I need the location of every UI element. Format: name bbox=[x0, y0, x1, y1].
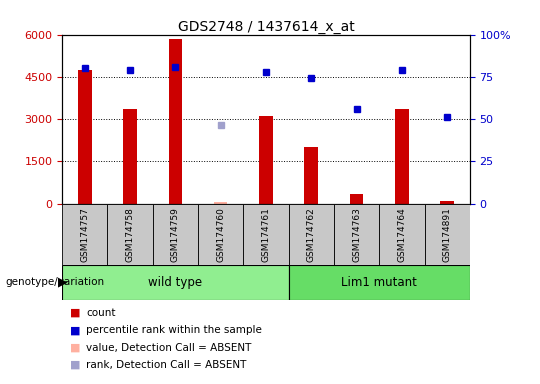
Text: ▶: ▶ bbox=[58, 276, 68, 289]
Bar bbox=[334, 204, 379, 265]
Bar bbox=[168, 39, 182, 204]
Bar bbox=[305, 147, 318, 204]
Bar bbox=[259, 116, 273, 204]
Bar bbox=[395, 109, 409, 204]
Bar bbox=[62, 204, 107, 265]
Text: GSM174762: GSM174762 bbox=[307, 207, 316, 262]
Text: Lim1 mutant: Lim1 mutant bbox=[341, 276, 417, 289]
Text: wild type: wild type bbox=[148, 276, 202, 289]
Text: GSM174891: GSM174891 bbox=[443, 207, 451, 262]
Text: ■: ■ bbox=[70, 308, 80, 318]
Bar bbox=[424, 204, 470, 265]
Text: GSM174764: GSM174764 bbox=[397, 207, 406, 262]
Bar bbox=[214, 202, 227, 204]
Text: ■: ■ bbox=[70, 343, 80, 353]
Bar bbox=[78, 70, 92, 204]
Text: ■: ■ bbox=[70, 325, 80, 335]
Bar bbox=[288, 265, 470, 300]
Title: GDS2748 / 1437614_x_at: GDS2748 / 1437614_x_at bbox=[178, 20, 354, 33]
Bar bbox=[107, 204, 153, 265]
Text: GSM174759: GSM174759 bbox=[171, 207, 180, 262]
Text: GSM174757: GSM174757 bbox=[80, 207, 89, 262]
Text: rank, Detection Call = ABSENT: rank, Detection Call = ABSENT bbox=[86, 360, 247, 370]
Bar bbox=[62, 265, 288, 300]
Bar bbox=[288, 204, 334, 265]
Bar bbox=[440, 201, 454, 204]
Text: count: count bbox=[86, 308, 116, 318]
Bar bbox=[198, 204, 244, 265]
Bar bbox=[379, 204, 424, 265]
Bar bbox=[123, 109, 137, 204]
Text: percentile rank within the sample: percentile rank within the sample bbox=[86, 325, 262, 335]
Bar bbox=[153, 204, 198, 265]
Text: value, Detection Call = ABSENT: value, Detection Call = ABSENT bbox=[86, 343, 252, 353]
Bar bbox=[244, 204, 288, 265]
Bar bbox=[350, 194, 363, 204]
Text: GSM174758: GSM174758 bbox=[126, 207, 134, 262]
Text: ■: ■ bbox=[70, 360, 80, 370]
Text: GSM174763: GSM174763 bbox=[352, 207, 361, 262]
Text: genotype/variation: genotype/variation bbox=[5, 277, 105, 287]
Text: GSM174760: GSM174760 bbox=[216, 207, 225, 262]
Text: GSM174761: GSM174761 bbox=[261, 207, 271, 262]
